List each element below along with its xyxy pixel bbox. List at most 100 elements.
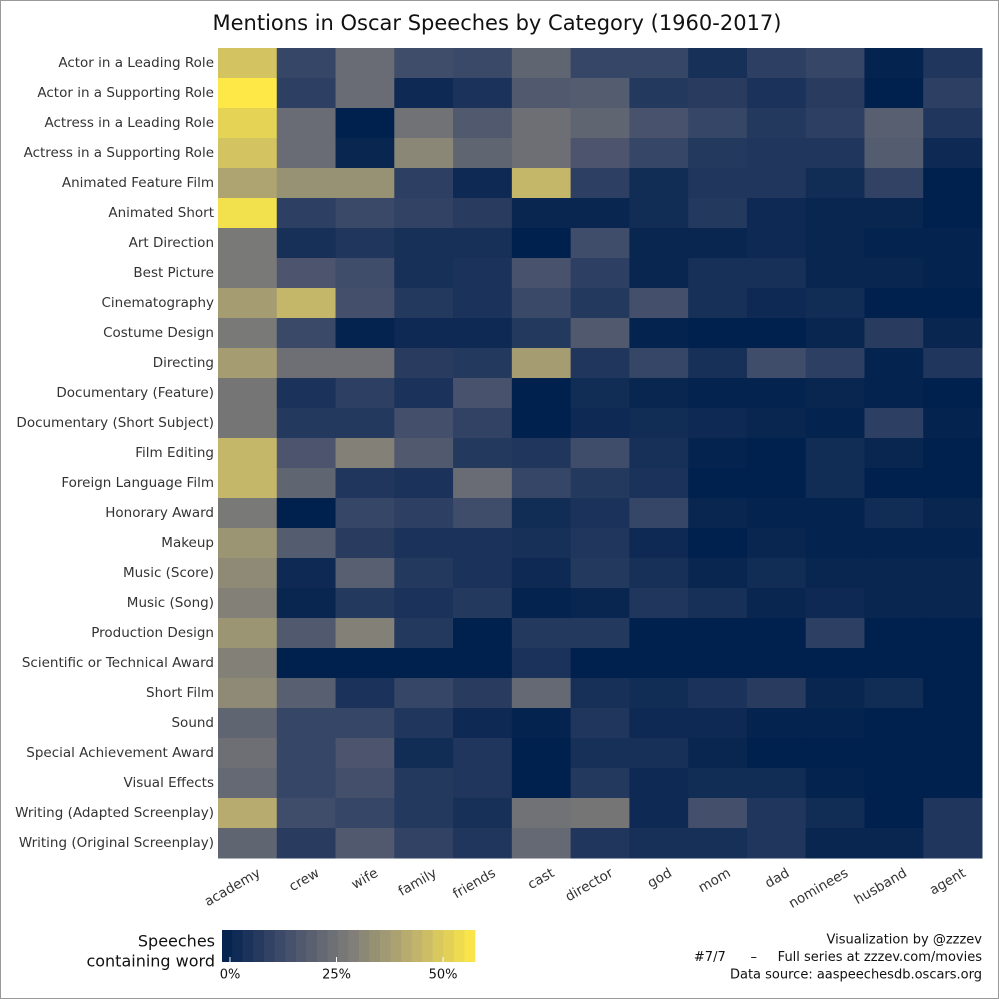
colorbar-swatch — [369, 930, 381, 962]
heat-cell — [923, 288, 983, 319]
heat-cell — [688, 318, 748, 349]
heat-cell — [276, 288, 337, 319]
heat-cell — [453, 168, 513, 199]
heat-cell — [688, 378, 748, 409]
heat-cell — [629, 318, 689, 349]
heat-cell — [629, 738, 689, 769]
heat-cell — [570, 198, 630, 229]
heat-cell — [746, 768, 807, 799]
heat-cell — [629, 198, 689, 229]
y-tick-label: Visual Effects — [124, 775, 214, 791]
y-tick-label: Directing — [153, 355, 214, 371]
heat-cell — [511, 198, 572, 229]
heat-cell — [688, 498, 748, 529]
heat-cell — [511, 648, 572, 679]
y-tick-label: Animated Feature Film — [62, 175, 214, 191]
heat-cell — [688, 48, 748, 79]
heat-cell — [218, 108, 278, 139]
credit: #7/7 – Full series at zzzev.com/movies — [694, 950, 982, 965]
heat-cell — [629, 828, 689, 859]
heat-cell — [453, 438, 513, 469]
heat-cell — [394, 78, 454, 109]
heat-cell — [629, 48, 689, 79]
heat-cell — [746, 198, 807, 229]
y-tick-label: Actress in a Leading Role — [45, 115, 214, 131]
heat-cell — [805, 438, 865, 469]
heat-cell — [276, 168, 337, 199]
heat-cell — [218, 738, 278, 769]
heat-cell — [805, 108, 865, 139]
heat-cell — [276, 708, 337, 739]
y-tick-label: Production Design — [91, 625, 214, 641]
heat-cell — [511, 138, 572, 169]
y-tick-label: Short Film — [146, 685, 214, 701]
heat-cell — [276, 138, 337, 169]
heat-cell — [453, 78, 513, 109]
heat-cell — [276, 318, 337, 349]
heat-cell — [218, 78, 278, 109]
heat-cell — [864, 498, 924, 529]
heat-cell — [805, 348, 865, 379]
heat-cell — [746, 228, 807, 259]
heat-cell — [923, 438, 983, 469]
heat-cell — [570, 588, 630, 619]
heat-cell — [864, 288, 924, 319]
heat-cell — [746, 378, 807, 409]
heat-cell — [276, 228, 337, 259]
heat-cell — [688, 528, 748, 559]
heat-cell — [511, 258, 572, 289]
heat-cell — [570, 828, 630, 859]
heat-cell — [218, 588, 278, 619]
heat-cell — [276, 498, 337, 529]
heat-cell — [746, 138, 807, 169]
heat-cell — [746, 678, 807, 709]
heat-cell — [864, 228, 924, 259]
heat-cell — [453, 768, 513, 799]
heat-cell — [746, 78, 807, 109]
heat-cell — [864, 648, 924, 679]
heat-cell — [570, 528, 630, 559]
heat-cell — [570, 498, 630, 529]
heat-cell — [570, 318, 630, 349]
heat-cell — [218, 438, 278, 469]
heat-cell — [688, 408, 748, 439]
y-tick-label: Sound — [171, 715, 214, 731]
heat-cell — [805, 588, 865, 619]
heat-cell — [511, 558, 572, 589]
heat-cell — [805, 258, 865, 289]
heat-cell — [335, 678, 395, 709]
heat-cell — [570, 288, 630, 319]
heat-cell — [746, 708, 807, 739]
heat-cell — [394, 378, 454, 409]
heat-cell — [923, 588, 983, 619]
heat-cell — [276, 78, 337, 109]
heat-cell — [570, 678, 630, 709]
heat-cell — [923, 318, 983, 349]
heat-cell — [864, 588, 924, 619]
heat-cell — [570, 378, 630, 409]
legend-title: Speeches — [138, 932, 215, 951]
heat-cell — [923, 828, 983, 859]
heat-cell — [276, 798, 337, 829]
heat-cell — [688, 738, 748, 769]
heat-cell — [629, 468, 689, 499]
heat-cell — [805, 708, 865, 739]
heat-cell — [746, 798, 807, 829]
heat-cell — [218, 528, 278, 559]
heat-cell — [511, 498, 572, 529]
heat-cell — [923, 168, 983, 199]
heat-cell — [453, 378, 513, 409]
heat-cell — [453, 468, 513, 499]
heat-cell — [629, 708, 689, 739]
heat-cell — [453, 798, 513, 829]
heat-cell — [864, 768, 924, 799]
heat-cell — [570, 48, 630, 79]
heat-cell — [805, 378, 865, 409]
heat-cell — [511, 618, 572, 649]
heat-cell — [688, 798, 748, 829]
colorbar-swatch — [306, 930, 318, 962]
heat-cell — [805, 198, 865, 229]
heat-cell — [394, 798, 454, 829]
heat-cell — [453, 828, 513, 859]
heat-cell — [394, 738, 454, 769]
